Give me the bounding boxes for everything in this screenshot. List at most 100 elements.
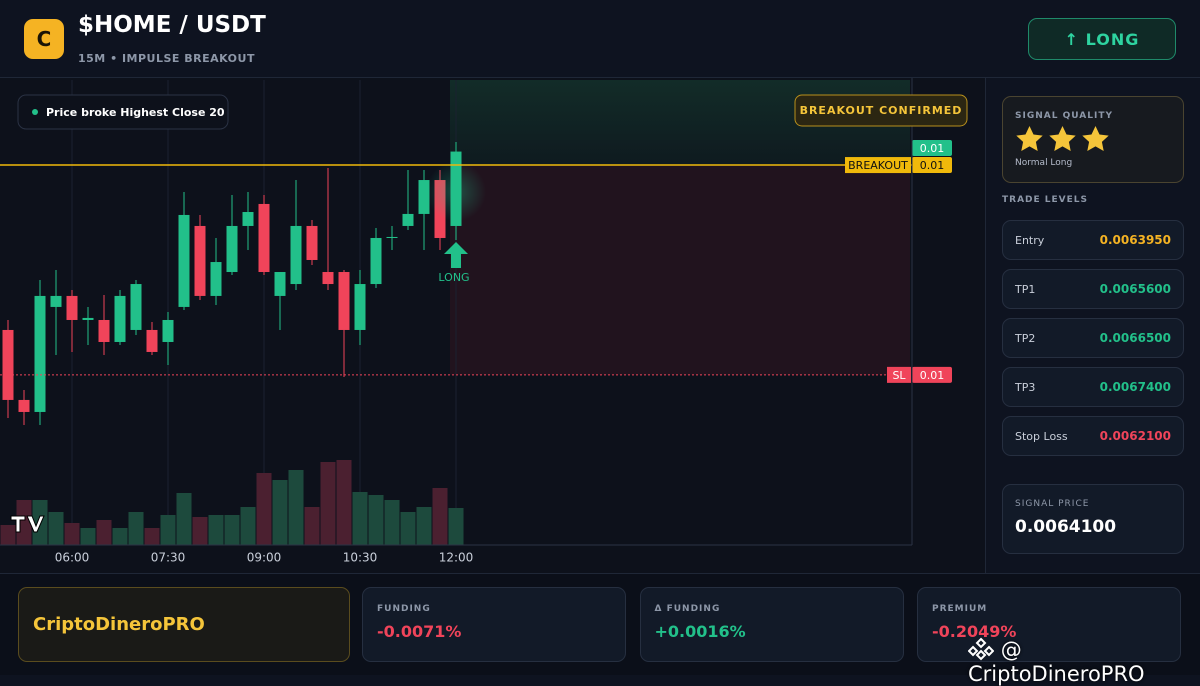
badge-box (794, 94, 968, 127)
volume-bar (64, 523, 80, 545)
level-name: TP3 (1015, 380, 1036, 394)
level-name-box (887, 366, 911, 383)
volume-bar (144, 528, 160, 545)
candle-body (146, 329, 158, 352)
x-tick-label: 06:00 (55, 551, 90, 565)
candle-body (354, 284, 366, 330)
level-tag: 0.01 (920, 142, 945, 155)
signal-card: SIGNAL PRICE 0.0064100 (1002, 484, 1184, 554)
risk-zone (450, 165, 910, 375)
stat-value: -0.2049% (932, 622, 1017, 641)
level-tag-box (912, 157, 952, 174)
level-tag: 0.01 (920, 159, 945, 172)
watermark-text: @ CriptoDineroPRO (968, 638, 1145, 686)
levels-title: TRADE LEVELS (1002, 195, 1088, 205)
glow (426, 161, 486, 222)
star-icon (1016, 126, 1043, 151)
stat-title: FUNDING (377, 604, 431, 614)
volume-bar (400, 512, 416, 545)
x-tick-label: 10:30 (343, 551, 378, 565)
level-name-box (845, 157, 911, 174)
x-tick-label: 07:30 (151, 551, 186, 565)
candle-body (162, 319, 174, 342)
candle-body (242, 212, 254, 226)
stat-card: PREMIUM -0.2049% (917, 587, 1181, 662)
note-pill (17, 94, 229, 130)
level-tag-box (912, 140, 952, 157)
candle-body (82, 317, 94, 320)
level-value: 0.0062100 (1099, 429, 1171, 443)
volume-bar (96, 520, 112, 545)
volume-bar (352, 492, 368, 545)
volume-bar (336, 460, 352, 545)
candle-body (178, 214, 190, 307)
candle-body (370, 237, 382, 285)
candle-body (130, 284, 142, 330)
divider (985, 78, 986, 573)
candle-body (114, 295, 126, 342)
star-icon (1082, 126, 1109, 151)
star-icon (1049, 126, 1076, 151)
watermark-icon (967, 637, 995, 661)
x-tick-label: 12:00 (439, 551, 474, 565)
candle-body (338, 272, 350, 330)
volume-bar (384, 500, 400, 545)
long-button[interactable]: ↑ LONG (1028, 18, 1176, 60)
logo: C (24, 19, 64, 59)
signal-label: LONG (438, 271, 469, 284)
level-name: TP1 (1015, 282, 1036, 296)
candle-body (98, 319, 110, 342)
level-row: Entry 0.0063950 (1002, 220, 1184, 260)
level-value: 0.0066500 (1099, 331, 1171, 345)
level-name: TP2 (1015, 331, 1036, 345)
quality-label: Normal Long (1015, 158, 1073, 168)
candle-body (290, 225, 302, 285)
level-name: BREAKOUT (848, 159, 908, 172)
brand: CriptoDineroPRO (18, 587, 350, 662)
watermark: @ CriptoDineroPRO (967, 636, 1200, 686)
note: Price broke Highest Close 20 (46, 106, 225, 119)
volume-bar (224, 515, 240, 545)
volume-bar (432, 488, 448, 545)
volume-bar (448, 508, 464, 545)
quality-title: SIGNAL QUALITY (1015, 111, 1113, 121)
title: $HOME / USDT (78, 12, 266, 38)
star (1049, 126, 1076, 151)
level-row: Stop Loss 0.0062100 (1002, 416, 1184, 456)
candle-body (306, 225, 318, 260)
divider (0, 77, 1200, 78)
quality-card: SIGNAL QUALITY Normal Long (1002, 96, 1184, 183)
level-value: 0.0067400 (1099, 380, 1171, 394)
volume-bar (160, 515, 176, 545)
volume-bar (80, 528, 96, 545)
stat-title: PREMIUM (932, 604, 988, 614)
candle-body (34, 295, 46, 412)
level-tag-box (912, 366, 952, 383)
candle-body (18, 399, 30, 412)
candle-body (50, 295, 62, 307)
candle-body (274, 272, 286, 296)
level-name: SL (892, 369, 906, 382)
level-row: TP3 0.0067400 (1002, 367, 1184, 407)
candle-body (226, 225, 238, 273)
stat-card: Δ FUNDING +0.0016% (639, 587, 904, 662)
candle-body (418, 180, 430, 214)
stat-value: +0.0016% (654, 622, 746, 641)
candle-body (194, 225, 206, 296)
volume-bar (0, 525, 16, 545)
chart: 06:00 07:30 09:00 10:30 12:00 0.01 0.01 BREAKOU… (0, 78, 968, 565)
volume-bar (320, 462, 336, 545)
tv-logo (10, 515, 45, 533)
volume-bar (208, 515, 224, 545)
level-name: Entry (1015, 233, 1045, 247)
volume-bar (128, 512, 144, 545)
candle-body (210, 262, 222, 296)
volume-bar (192, 517, 208, 545)
volume-bar (48, 512, 64, 545)
level-name: Stop Loss (1015, 429, 1068, 443)
signal-title: SIGNAL PRICE (1015, 499, 1090, 509)
signal-price: 0.0064100 (1015, 517, 1117, 537)
volume-bar (240, 507, 256, 545)
volume-bar (304, 507, 320, 545)
